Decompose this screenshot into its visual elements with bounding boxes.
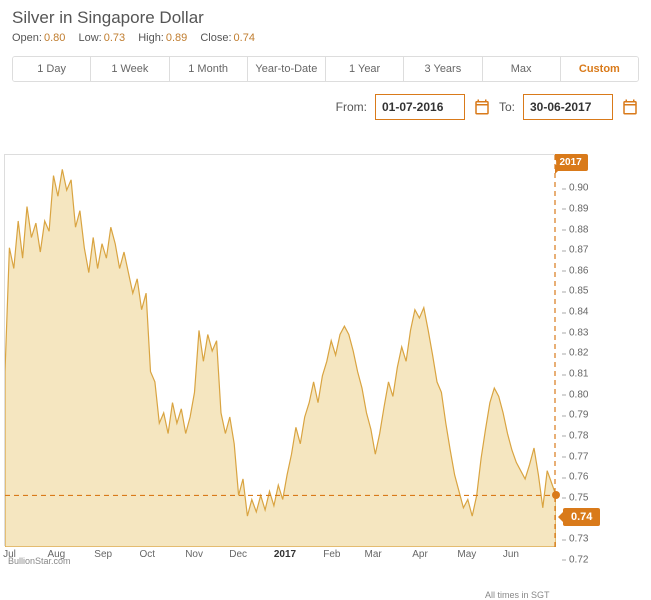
x-tick: Nov <box>185 549 203 560</box>
low-label: Low: <box>78 32 101 44</box>
y-tick: 0.84 <box>559 307 617 318</box>
tab-1year[interactable]: 1 Year <box>326 57 404 81</box>
x-tick: Apr <box>412 549 428 560</box>
tab-3years[interactable]: 3 Years <box>404 57 482 81</box>
chart-header: Silver in Singapore Dollar Open:0.80 Low… <box>0 0 651 50</box>
from-date-input[interactable] <box>375 94 465 120</box>
y-tick: 0.86 <box>559 265 617 276</box>
from-label: From: <box>336 100 367 114</box>
to-date-input[interactable] <box>523 94 613 120</box>
x-tick: Dec <box>229 549 247 560</box>
x-tick: Sep <box>94 549 112 560</box>
y-tick: 0.80 <box>559 389 617 400</box>
tab-max[interactable]: Max <box>483 57 561 81</box>
y-tick: 0.90 <box>559 183 617 194</box>
y-tick: 0.81 <box>559 369 617 380</box>
y-tick: 0.73 <box>559 534 617 545</box>
tab-1week[interactable]: 1 Week <box>91 57 169 81</box>
chart-svg <box>5 155 556 547</box>
y-tick: 0.77 <box>559 451 617 462</box>
date-range-bar: From: To: <box>0 90 651 130</box>
close-label: Close: <box>200 32 231 44</box>
x-tick: Feb <box>323 549 340 560</box>
x-tick: Oct <box>139 549 155 560</box>
y-tick: 0.78 <box>559 430 617 441</box>
y-tick: 0.85 <box>559 286 617 297</box>
x-tick: 2017 <box>274 549 296 560</box>
open-value: 0.80 <box>44 32 65 44</box>
tab-ytd[interactable]: Year-to-Date <box>248 57 326 81</box>
high-label: High: <box>138 32 164 44</box>
ohlc-stats: Open:0.80 Low:0.73 High:0.89 Close:0.74 <box>12 32 639 44</box>
y-tick: 0.88 <box>559 224 617 235</box>
y-tick: 0.72 <box>559 554 617 565</box>
price-chart[interactable] <box>4 154 555 546</box>
high-value: 0.89 <box>166 32 187 44</box>
x-tick: Jun <box>503 549 519 560</box>
chart-title: Silver in Singapore Dollar <box>12 8 639 28</box>
y-tick: 0.76 <box>559 472 617 483</box>
calendar-icon[interactable] <box>621 98 639 116</box>
y-tick: 0.83 <box>559 327 617 338</box>
tab-1day[interactable]: 1 Day <box>13 57 91 81</box>
x-tick: May <box>457 549 476 560</box>
y-tick: 0.87 <box>559 245 617 256</box>
low-value: 0.73 <box>104 32 125 44</box>
range-tabs: 1 Day 1 Week 1 Month Year-to-Date 1 Year… <box>12 56 639 82</box>
tab-custom[interactable]: Custom <box>561 57 638 81</box>
open-label: Open: <box>12 32 42 44</box>
x-tick: Mar <box>365 549 382 560</box>
close-value-flag: 0.74 <box>563 508 600 526</box>
to-label: To: <box>499 100 515 114</box>
y-tick: 0.89 <box>559 203 617 214</box>
y-tick: 0.82 <box>559 348 617 359</box>
close-value: 0.74 <box>234 32 255 44</box>
tab-1month[interactable]: 1 Month <box>170 57 248 81</box>
chart-container: 30 Jun 2017 0.720.730.740.750.760.770.78… <box>4 154 651 564</box>
x-axis: JulAugSepOctNovDec2017FebMarAprMayJun <box>4 546 555 564</box>
y-tick: 0.79 <box>559 410 617 421</box>
y-tick: 0.75 <box>559 492 617 503</box>
calendar-icon[interactable] <box>473 98 491 116</box>
